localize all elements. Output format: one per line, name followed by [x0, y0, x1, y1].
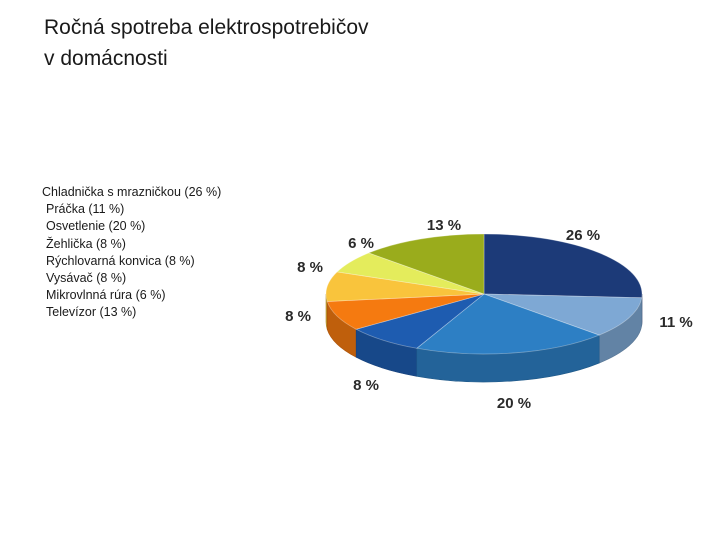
pie-data-label: 26 % [566, 227, 600, 244]
legend-item: Vysávač (8 %) [46, 271, 127, 286]
legend-item: Televízor (13 %) [46, 305, 137, 320]
legend-item: Práčka (11 %) [46, 202, 125, 217]
pie-data-label: 8 % [353, 377, 379, 394]
legend-item: Žehlička (8 %) [46, 236, 126, 251]
chart-title-line-1: Ročná spotreba elektrospotrebičov [44, 16, 369, 39]
pie-slice [415, 293, 601, 355]
legend: Chladnička s mrazničkou (26 %) Práčka (1… [42, 184, 282, 322]
legend-item: Mikrovlnná rúra (6 %) [46, 288, 166, 303]
legend-item: Rýchlovarná konvica (8 %) [46, 253, 195, 268]
legend-item: Osvetlenie (20 %) [46, 219, 146, 234]
pie-data-label: 8 % [285, 308, 311, 325]
chart-title-line-2: v domácnosti [44, 47, 168, 70]
chart-title: Ročná spotreba elektrospotrebičov v domá… [44, 12, 524, 74]
pie-slice [367, 233, 485, 295]
pie-slice [326, 293, 485, 330]
pie-data-label: 8 % [297, 259, 323, 276]
pie-slice [483, 233, 643, 299]
pie-data-label: 6 % [348, 235, 374, 252]
pie-slice [336, 252, 485, 295]
legend-item: Chladnička s mrazničkou (26 %) [42, 185, 222, 199]
pie-slice [483, 293, 643, 336]
pie-data-label: 11 % [659, 314, 692, 331]
pie-slice [325, 271, 485, 302]
pie-data-label: 20 % [497, 395, 531, 412]
pie-slice [355, 293, 485, 349]
pie-data-label: 13 % [427, 217, 461, 234]
